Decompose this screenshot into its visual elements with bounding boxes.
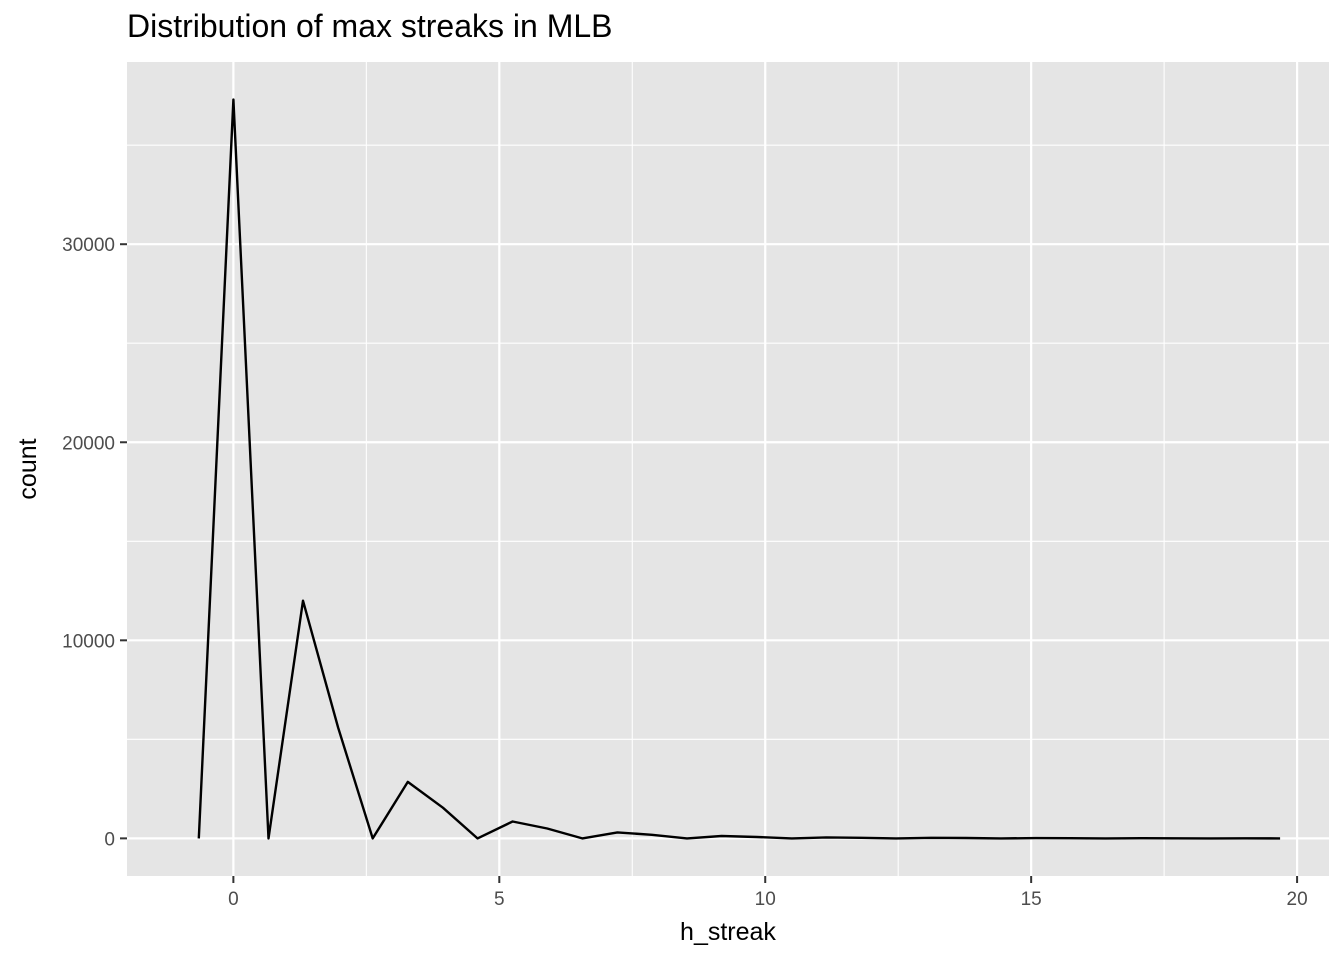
y-tick-label: 30000	[62, 235, 115, 256]
y-axis-title: count	[14, 438, 42, 499]
minor-grid	[127, 62, 1329, 876]
x-tick-label: 5	[494, 889, 505, 910]
x-tick-label: 0	[228, 889, 239, 910]
y-tick-label: 20000	[62, 433, 115, 454]
chart-title: Distribution of max streaks in MLB	[127, 8, 613, 44]
y-axis-ticks: 0 10000 20000 30000	[62, 235, 127, 850]
series-line-0	[197, 98, 1281, 840]
major-grid	[127, 62, 1329, 876]
y-tick-label: 10000	[62, 631, 115, 652]
x-tick-label: 20	[1287, 889, 1308, 910]
series-layer	[197, 98, 1281, 840]
y-tick-label: 0	[104, 829, 115, 850]
x-axis-title: h_streak	[680, 918, 776, 946]
x-axis-ticks: 0 5 10 15 20	[228, 876, 1308, 910]
x-tick-label: 10	[755, 889, 776, 910]
plot-panel	[127, 62, 1329, 876]
x-tick-label: 15	[1021, 889, 1042, 910]
